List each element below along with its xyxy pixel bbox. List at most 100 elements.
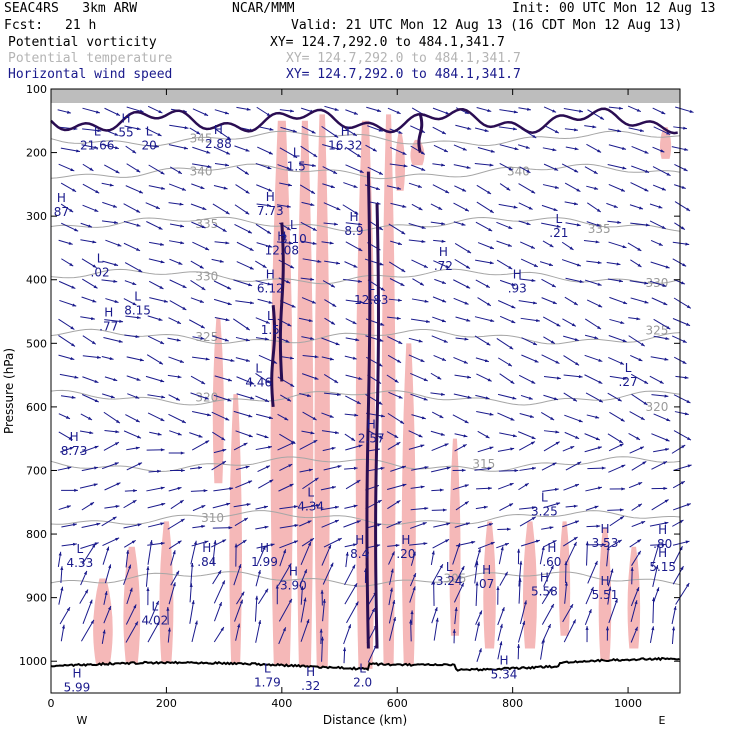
wind-vector-580 [61,488,78,492]
wind-vector-214 [300,240,317,245]
wind-vector-611 [104,504,120,509]
wind-vector-204 [80,239,97,244]
wind-vector-307 [432,296,447,303]
wind-vector-84 [631,145,649,154]
wind-vector-657 [477,523,494,529]
wind-vector-604 [585,486,603,492]
wind-vector-111 [584,166,598,175]
wind-vector-598 [452,484,469,491]
wind-vector-677 [279,540,299,549]
wind-vector-113 [631,165,650,173]
wind-vector-235 [124,262,143,273]
wind-vector-218 [390,240,403,246]
wind-vector-817 [167,627,171,643]
wind-vector-736 [299,569,308,587]
wind-vector-633 [585,505,599,511]
wind-vector-35 [189,127,201,135]
wind-vector-650 [321,519,340,528]
wind-vector-272 [300,277,315,281]
wind-vector-8 [236,106,251,111]
wind-vector-836 [585,626,589,643]
wind-vector-244 [324,260,341,265]
wind-vector-579 [673,464,692,471]
wind-vector-820 [235,623,241,641]
wind-vector-273 [322,280,336,288]
pv-contour-column-2 [374,203,380,649]
wind-vector-693 [629,539,642,548]
wind-vector-106 [474,163,494,167]
wind-vector-268 [213,280,232,290]
pv-shading-16 [627,546,641,649]
extrema-value-28: 4.33 [66,556,93,570]
wind-vector-126 [279,182,293,187]
wind-vector-336 [432,316,447,323]
wind-vector-481 [431,411,444,419]
wind-vector-546 [584,446,602,453]
wind-vector-408 [104,376,118,382]
wind-vector-161 [411,203,423,211]
wind-vector-683 [409,542,428,546]
x-end-label-east: E [659,714,666,727]
wind-vector-815 [125,621,139,643]
wind-vector-665 [649,521,669,527]
wind-vector-320 [80,316,95,321]
extrema-kind-2: L [146,124,153,138]
wind-vector-428 [543,376,561,380]
wind-vector-153 [234,204,250,215]
wind-vector-660 [541,526,554,530]
wind-vector-322 [125,315,141,320]
wind-vector-232 [61,258,74,267]
wind-vector-581 [79,483,98,489]
wind-vector-344 [609,318,625,324]
wind-vector-7 [214,109,230,115]
extrema-kind-38: H [540,571,549,585]
wind-vector-249 [433,260,450,269]
wind-vector-678 [301,537,315,547]
wind-vector-39 [280,126,297,133]
wind-vector-254 [539,261,554,267]
wind-vector-525 [126,446,140,451]
x-tick-label-3: 600 [387,697,408,710]
extrema-value-43: 1.79 [254,676,281,690]
wind-vector-512 [477,430,490,439]
wind-vector-101 [367,166,384,175]
wind-vector-833 [517,620,526,643]
wind-vector-450 [388,391,403,399]
wind-vector-557 [189,466,203,470]
wind-vector-747 [543,565,554,587]
wind-vector-33 [145,127,162,137]
wind-vector-587 [213,487,234,492]
wind-vector-482 [452,414,469,424]
theta-label-13: 305 [443,572,466,586]
wind-vector-563 [323,465,342,471]
extrema-kind-35: H [289,564,298,578]
wind-vector-609 [58,505,71,511]
wind-vector-107 [499,163,513,171]
wind-vector-724 [673,546,683,565]
wind-vector-541 [477,446,494,453]
wind-vector-523 [79,445,99,454]
wind-vector-43 [367,125,383,132]
wind-vector-796 [346,601,359,624]
pv-shading-7 [314,114,330,668]
wind-vector-96 [255,162,272,170]
wind-vector-339 [499,315,516,324]
wind-vector-669 [102,537,120,547]
wind-vector-277 [412,278,425,286]
wind-vector-368 [496,338,514,350]
wind-vector-537 [387,441,401,451]
wind-vector-332 [345,318,357,325]
wind-vector-403 [630,354,643,362]
wind-vector-87 [58,163,75,172]
wind-vector-680 [344,543,358,548]
wind-vector-245 [344,261,358,268]
wind-vector-776 [541,587,553,605]
wind-vector-798 [388,599,396,624]
wind-vector-95 [236,166,250,175]
wind-vector-170 [606,202,618,209]
extrema-kind-17: L [134,290,141,304]
wind-vector-383 [192,356,210,361]
wind-vector-287 [629,280,649,285]
wind-vector-649 [298,520,312,527]
fcst-label: Fcst: [4,18,44,33]
